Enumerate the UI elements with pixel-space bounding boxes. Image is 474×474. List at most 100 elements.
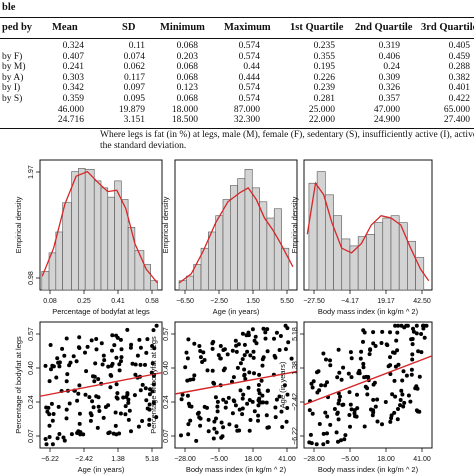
scatter-point [240, 357, 245, 362]
histogram-bar [71, 171, 79, 291]
x-axis-label: Age (in years) [78, 465, 125, 474]
scatter-point [67, 401, 72, 406]
table-cell: 19.879 [118, 104, 145, 115]
scatter-point [388, 372, 393, 376]
table-cell: 18.500 [171, 115, 198, 126]
scatter-point [205, 405, 209, 410]
scatter-point [215, 399, 220, 404]
histogram-bar [237, 178, 246, 291]
scatter-point [398, 398, 403, 402]
scatter-point [83, 350, 87, 355]
y-tick-label: 0.40 [163, 361, 170, 375]
x-tick-label: 5.50 [280, 298, 294, 305]
scatter-point [57, 360, 62, 365]
x-tick-label: −28.00 [303, 456, 325, 463]
scatter-point [280, 425, 285, 429]
scatter-point [419, 350, 424, 355]
scatter-point [400, 392, 405, 397]
scatter-point [114, 395, 119, 400]
table-header-label-top: ble [2, 2, 16, 13]
scatter-point [265, 327, 270, 332]
histogram-bar [390, 215, 400, 291]
scatter-point [100, 362, 105, 367]
scatter-point [328, 422, 333, 427]
scatter-point [202, 358, 207, 362]
scatter-point [348, 350, 353, 355]
scatter-point [319, 383, 324, 388]
scatter-point [219, 435, 224, 440]
scatter-point [355, 392, 359, 397]
table-cell: 27.400 [443, 115, 470, 126]
histogram-bar [374, 222, 384, 291]
scatter-point [185, 356, 190, 361]
scatter-point [337, 370, 342, 375]
scatter-point [123, 404, 128, 409]
scatter-point [343, 433, 348, 438]
scatter-point [339, 438, 343, 443]
scatter-point [311, 379, 316, 384]
scatter-point [226, 395, 231, 400]
scatter-point [394, 338, 399, 343]
scatter-point [90, 399, 95, 404]
scatter-point [410, 352, 415, 357]
scatter-point [221, 348, 226, 352]
scatter-point [151, 400, 156, 405]
scatter-point [335, 375, 340, 380]
scatter-point [240, 396, 245, 401]
scatter-point [259, 378, 264, 383]
scatter-point [248, 353, 253, 358]
trend-line [39, 371, 163, 397]
scatter-point [238, 388, 243, 393]
histogram-bar [281, 247, 290, 291]
scatter-point [348, 402, 353, 407]
scatter-point [323, 410, 328, 415]
y-tick-label: 0.98 [28, 271, 35, 285]
scatter-point [257, 372, 262, 377]
scatter-point [133, 362, 138, 367]
scatter-point [119, 355, 124, 360]
scatter-point [186, 337, 191, 342]
scatter-point [87, 395, 92, 400]
scatter-point [282, 383, 287, 388]
scatter-point [264, 400, 269, 405]
scatter-point [45, 409, 50, 414]
x-tick-label: −2.42 [75, 456, 93, 463]
scatter-point [247, 370, 252, 375]
histogram-bar [266, 217, 275, 291]
scatter-point [363, 384, 368, 389]
scatter-point [257, 391, 262, 396]
scatter-point [114, 382, 119, 387]
scatter-point [336, 347, 341, 352]
scatter-point [210, 341, 215, 346]
scatter-point [411, 329, 416, 334]
scatter-point [414, 323, 419, 328]
scatter-point [365, 392, 370, 397]
scatter-point [388, 355, 392, 360]
scatter-point [233, 338, 238, 343]
scatter-point [225, 352, 230, 357]
histogram-bar [333, 215, 343, 291]
col-header-q3: 3rd Quartile [421, 22, 474, 33]
scatter-point [252, 338, 257, 343]
scatter-point [242, 367, 247, 372]
scatter-point [251, 355, 256, 360]
scatter-point [151, 328, 156, 333]
scatter-point [285, 406, 290, 410]
scatter-point [256, 388, 261, 393]
scatter-point [212, 381, 217, 386]
scatter-point [214, 430, 219, 435]
scatter-point [117, 368, 122, 373]
scatter-point [150, 344, 155, 348]
scatter-point [410, 357, 415, 362]
scatter-point [419, 332, 424, 336]
scatter-point [277, 394, 282, 399]
scatter-point [364, 374, 369, 379]
trend-line [303, 355, 433, 406]
histogram-bar [382, 217, 392, 291]
scatter-point [399, 388, 404, 393]
scatter-point [115, 391, 120, 396]
scatter-point [219, 420, 224, 425]
table-cell: 0.097 [123, 83, 145, 94]
table-cell: 0.24 [383, 62, 400, 73]
scatter-point [188, 377, 193, 382]
